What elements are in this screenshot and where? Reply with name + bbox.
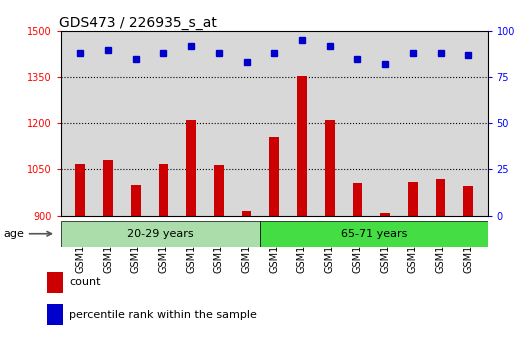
- Bar: [436, 179, 445, 216]
- Bar: [463, 186, 473, 216]
- Bar: [297, 76, 307, 216]
- Text: 20-29 years: 20-29 years: [127, 229, 194, 239]
- Text: GDS473 / 226935_s_at: GDS473 / 226935_s_at: [59, 16, 217, 30]
- Bar: [61, 221, 260, 247]
- Bar: [260, 221, 488, 247]
- Bar: [75, 164, 85, 216]
- Bar: [214, 165, 224, 216]
- Text: 65-71 years: 65-71 years: [341, 229, 407, 239]
- Bar: [103, 160, 113, 216]
- Bar: [352, 183, 362, 216]
- Text: age: age: [3, 229, 51, 239]
- Text: percentile rank within the sample: percentile rank within the sample: [69, 309, 257, 319]
- Text: count: count: [69, 277, 101, 287]
- Bar: [242, 211, 251, 216]
- Bar: [131, 185, 140, 216]
- Bar: [47, 272, 63, 293]
- Bar: [158, 164, 169, 216]
- Bar: [47, 304, 63, 325]
- Bar: [325, 120, 334, 216]
- Bar: [380, 213, 390, 216]
- Bar: [408, 182, 418, 216]
- Bar: [269, 137, 279, 216]
- Bar: [187, 120, 196, 216]
